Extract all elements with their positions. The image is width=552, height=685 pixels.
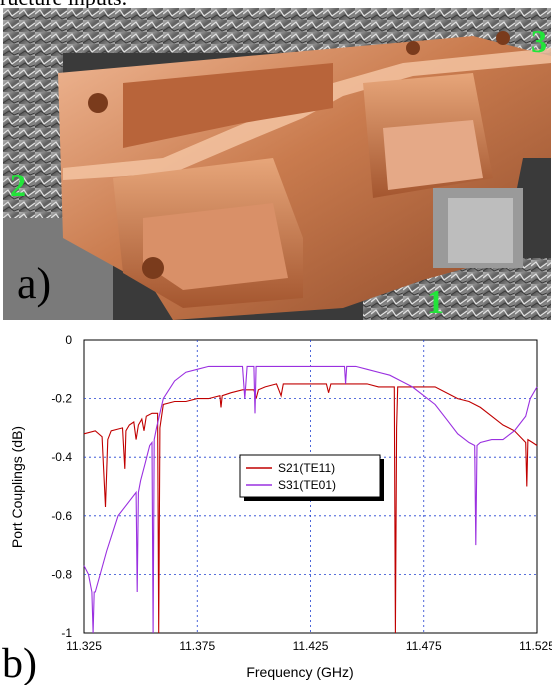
legend-box <box>239 454 381 498</box>
y-tick-label: 0 <box>65 333 72 347</box>
series-lines <box>83 365 538 634</box>
mount-hole <box>406 41 420 55</box>
x-tick-label: 11.425 <box>293 639 329 653</box>
photo-panel: a) 1 2 3 <box>3 8 551 320</box>
x-tick-label: 11.375 <box>179 639 215 653</box>
port-label-2: 2 <box>10 167 26 203</box>
legend-label-s21: S21(TE11) <box>278 461 335 475</box>
x-tick-label: 11.475 <box>406 639 442 653</box>
y-tick-label: -1 <box>61 626 72 640</box>
panel-label-a: a) <box>17 259 51 308</box>
left-pocket-floor <box>143 203 288 290</box>
x-axis-label: Frequency (GHz) <box>246 664 353 680</box>
foil-left <box>3 48 63 218</box>
chart-panel: 11.325 11.375 11.425 11.475 11.525 0 -0.2 -0.4 -… <box>2 333 552 685</box>
mount-hole <box>142 257 164 279</box>
waveguide-ridge <box>63 48 551 180</box>
right-pocket-floor <box>383 120 483 190</box>
mount-hole <box>496 31 510 45</box>
right-block-face <box>448 198 513 263</box>
y-axis-label: Port Couplings (dB) <box>9 426 25 548</box>
mount-hole <box>88 93 108 113</box>
port-label-1: 1 <box>427 284 444 320</box>
tick-labels: 11.325 11.375 11.425 11.475 11.525 0 -0.2 -0.4 -… <box>51 333 552 653</box>
legend-label-s31: S31(TE01) <box>278 478 336 492</box>
y-tick-label: -0.6 <box>51 509 72 523</box>
y-tick-label: -0.4 <box>51 450 72 464</box>
back-pocket <box>123 63 333 148</box>
legend: S21(TE11) S31(TE01) <box>239 454 384 501</box>
series-line-s31 <box>83 365 538 634</box>
x-tick-label: 11.325 <box>66 639 102 653</box>
y-tick-label: -0.2 <box>51 392 72 406</box>
panel-label-b: b) <box>2 641 37 685</box>
figure-caption-fragment: ructure inputs. <box>0 0 552 9</box>
x-tick-label: 11.525 <box>519 639 552 653</box>
port-label-3: 3 <box>531 23 547 59</box>
series-line-s21 <box>83 383 538 634</box>
y-tick-label: -0.8 <box>51 567 72 581</box>
